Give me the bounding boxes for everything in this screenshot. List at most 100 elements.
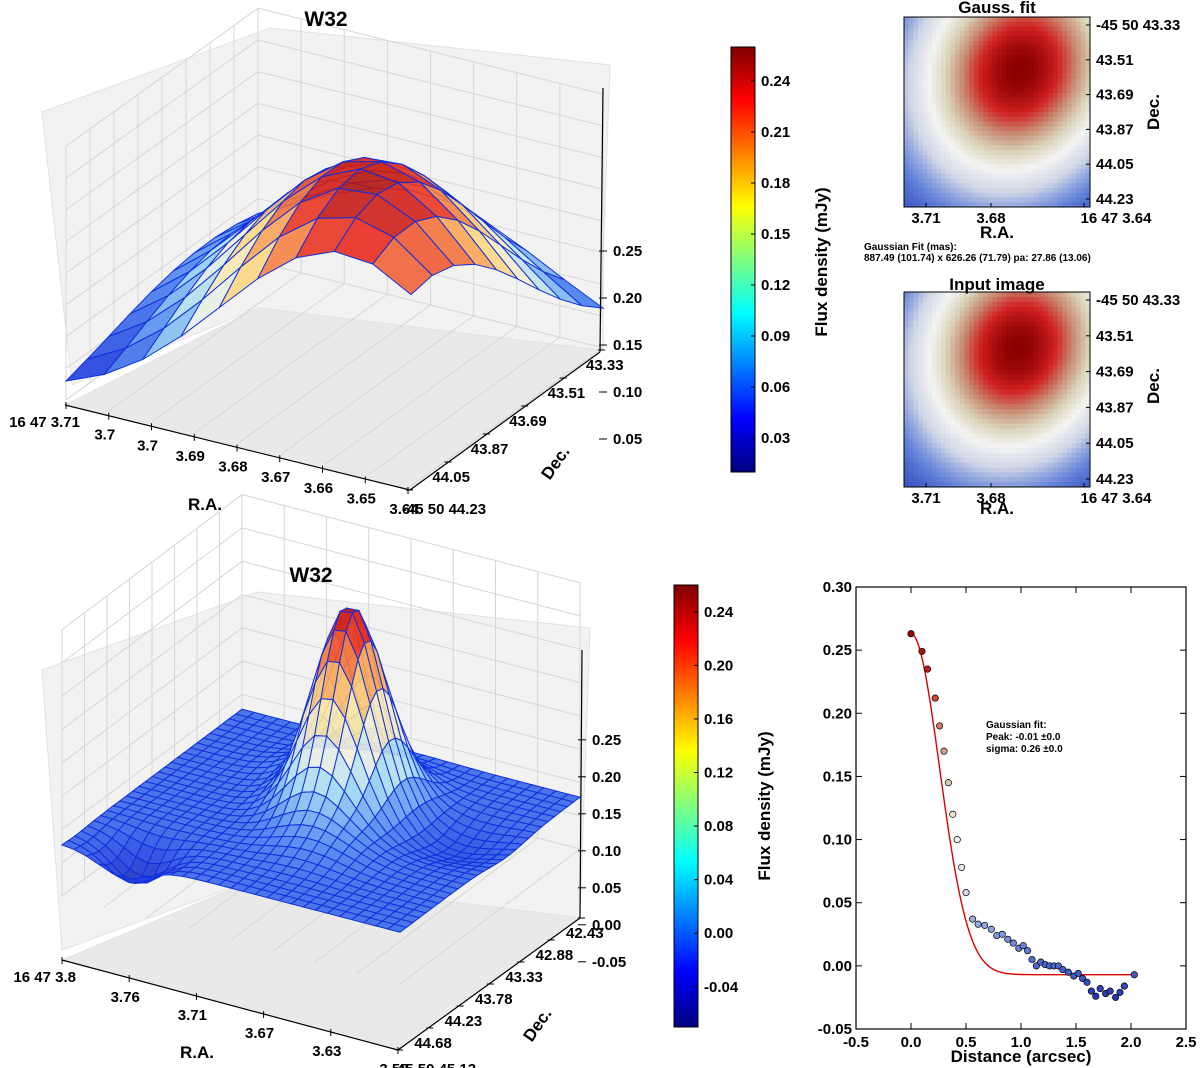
heatmap-cell xyxy=(983,311,989,317)
heatmap-cell xyxy=(1024,443,1031,449)
heatmap-cell xyxy=(1006,321,1012,327)
heatmap-cell xyxy=(1038,17,1045,23)
heatmap-cell xyxy=(1071,145,1077,151)
heatmap-cell xyxy=(1029,164,1035,170)
heatmap-cell xyxy=(1001,452,1007,459)
heatmap-cell xyxy=(1029,384,1035,391)
heatmap-cell xyxy=(1038,360,1045,366)
heatmap-cell xyxy=(1043,301,1049,308)
heatmap-cell xyxy=(1006,69,1012,75)
heatmap-cell xyxy=(1038,31,1045,37)
heatmap-cell xyxy=(1043,355,1049,361)
heatmap-cell xyxy=(1052,197,1059,203)
heatmap-cell xyxy=(992,345,998,352)
heatmap-cell xyxy=(992,26,998,32)
heatmap-cell xyxy=(945,379,952,386)
heatmap-cell xyxy=(1048,335,1054,342)
heatmap-cell xyxy=(913,452,919,459)
heatmap-cell xyxy=(1085,64,1090,70)
heatmap-cell xyxy=(992,350,998,356)
heatmap-cell xyxy=(955,59,961,66)
heatmap-cell xyxy=(959,365,966,371)
heatmap-cell xyxy=(997,40,1003,47)
heatmap-cell xyxy=(983,472,989,478)
heatmap-cell xyxy=(1020,379,1026,386)
heatmap-cell xyxy=(1057,88,1063,94)
heatmap-cell xyxy=(978,150,984,156)
heatmap-cell xyxy=(1024,183,1031,189)
heatmap-cell xyxy=(969,448,975,454)
colorbar-tick-label: 0.15 xyxy=(761,226,790,243)
heatmap-cell xyxy=(1071,452,1077,459)
heatmap-cell xyxy=(1071,292,1077,298)
heatmap-cell xyxy=(1029,472,1035,478)
heatmap-cell xyxy=(917,178,924,184)
heatmap-cell xyxy=(922,64,928,70)
heatmap-cell xyxy=(969,443,975,449)
heatmap-cell xyxy=(1066,83,1072,89)
heatmap-cell xyxy=(1034,452,1040,459)
heatmap-cell xyxy=(1024,467,1031,473)
heatmap-cell xyxy=(936,448,942,454)
heatmap-cell xyxy=(1034,188,1040,194)
radial-x-tick-label: -0.5 xyxy=(843,1034,869,1051)
heatmap-cell xyxy=(1066,121,1072,127)
heatmap-cell xyxy=(904,17,910,23)
heatmap-cell xyxy=(1043,64,1049,70)
heatmap-cell xyxy=(936,292,942,298)
heatmap-cell xyxy=(973,121,979,127)
heatmap-cell xyxy=(941,21,947,28)
heatmap-cell xyxy=(945,140,952,146)
heatmap-cell xyxy=(1066,384,1072,391)
colorbar-tick-label: 0.12 xyxy=(761,277,790,294)
heatmap-cell xyxy=(964,477,970,483)
heatmap-x-tick-label: 16 47 3.64 xyxy=(1081,210,1153,227)
z-tick-label: -0.05 xyxy=(592,954,626,971)
heatmap-cell xyxy=(927,389,933,395)
heatmap-cell xyxy=(1080,438,1086,444)
heatmap-cell xyxy=(936,301,942,308)
heatmap-cell xyxy=(936,462,942,469)
heatmap-cell xyxy=(1006,374,1012,381)
heatmap-cell xyxy=(1062,311,1068,317)
y-tick-label: 42.88 xyxy=(536,947,574,964)
heatmap-cell xyxy=(945,107,952,113)
heatmap-cell xyxy=(1057,448,1063,454)
heatmap-cell xyxy=(950,355,956,361)
heatmap-cell xyxy=(1057,36,1063,42)
heatmap-cell xyxy=(908,178,914,184)
heatmap-cell xyxy=(992,321,998,327)
heatmap-cell xyxy=(1001,301,1007,308)
heatmap-cell xyxy=(1034,340,1040,347)
heatmap-cell xyxy=(1052,389,1059,395)
heatmap-cell xyxy=(1080,74,1086,80)
heatmap-cell xyxy=(969,178,975,184)
heatmap-cell xyxy=(1043,78,1049,85)
heatmap-cell xyxy=(941,477,947,483)
heatmap-cell xyxy=(941,135,947,142)
heatmap-cell xyxy=(964,17,970,23)
heatmap-cell xyxy=(913,131,919,137)
heatmap-cell xyxy=(917,443,924,449)
heatmap-cell xyxy=(936,102,942,108)
heatmap-cell xyxy=(941,150,947,156)
heatmap-cell xyxy=(931,316,938,322)
heatmap-cell xyxy=(992,389,998,395)
heatmap-cell xyxy=(913,413,919,420)
heatmap-cell xyxy=(973,457,979,464)
heatmap-cell xyxy=(904,154,910,161)
heatmap-cell xyxy=(1006,126,1012,132)
heatmap-cell xyxy=(955,399,961,405)
heatmap-cell xyxy=(922,292,928,298)
heatmap-cell xyxy=(1076,365,1082,371)
heatmap-cell xyxy=(992,140,998,146)
heatmap-cell xyxy=(1076,112,1082,118)
heatmap-cell xyxy=(1006,340,1012,347)
heatmap-cell xyxy=(1071,183,1077,189)
heatmap-cell xyxy=(1066,31,1072,37)
heatmap-cell xyxy=(1066,296,1072,303)
heatmap-cell xyxy=(1085,340,1090,347)
heatmap-cell xyxy=(997,394,1003,400)
heatmap-cell xyxy=(1043,183,1049,189)
heatmap-cell xyxy=(987,74,993,80)
